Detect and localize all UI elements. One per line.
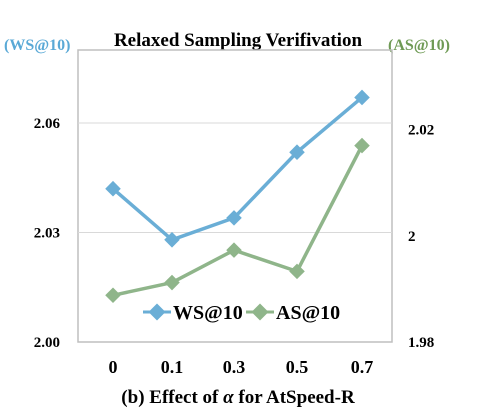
caption-prefix: (b) Effect of — [121, 387, 223, 408]
series-point-ws10-3 — [289, 144, 305, 160]
left-axis-label: (WS@10) — [4, 37, 70, 54]
series-layer — [105, 89, 370, 304]
series-point-as10-1 — [164, 274, 180, 291]
plot-frame — [77, 49, 393, 343]
caption-symbol: α — [223, 387, 234, 408]
series-point-as10-0 — [105, 287, 121, 304]
right-tick-label-0: 1.98 — [408, 335, 434, 351]
legend-marker-ws10 — [148, 303, 166, 321]
legend-label-as10: AS@10 — [276, 302, 340, 324]
x-tick-label-1: 0.1 — [161, 357, 184, 377]
chart-title: Relaxed Sampling Verifivation — [114, 30, 363, 51]
x-tick-label-2: 0.3 — [223, 357, 246, 377]
series-point-as10-2 — [226, 242, 242, 258]
left-tick-label-1: 2.03 — [34, 226, 60, 242]
right-tick-label-1: 2 — [408, 229, 416, 245]
series-point-as10-4 — [354, 137, 370, 154]
left-tick-label-0: 2.00 — [34, 335, 60, 351]
left-tick-labels: 2.00 2.03 2.06 — [34, 116, 61, 351]
series-point-ws10-1 — [164, 232, 180, 248]
legend: WS@10 AS@10 — [143, 302, 340, 324]
x-tick-label-4: 0.7 — [351, 357, 374, 377]
right-axis-label: (AS@10) — [388, 37, 450, 54]
left-tick-label-2: 2.06 — [34, 116, 61, 132]
x-tick-label-0: 0 — [109, 357, 118, 377]
gridlines — [78, 122, 392, 233]
chart-caption: (b) Effect of α for AtSpeed-R — [121, 387, 355, 408]
legend-marker-as10 — [251, 303, 269, 321]
caption-suffix: for AtSpeed-R — [234, 387, 355, 408]
legend-label-ws10: WS@10 — [173, 302, 243, 324]
x-tick-labels: 0 0.1 0.3 0.5 0.7 — [109, 357, 374, 377]
x-tick-label-3: 0.5 — [286, 357, 309, 377]
series-point-as10-3 — [289, 263, 305, 280]
series-point-ws10-0 — [105, 180, 121, 197]
right-tick-label-2: 2.02 — [408, 123, 434, 139]
series-point-ws10-2 — [226, 210, 242, 226]
right-tick-labels: 1.98 2 2.02 — [408, 123, 434, 351]
